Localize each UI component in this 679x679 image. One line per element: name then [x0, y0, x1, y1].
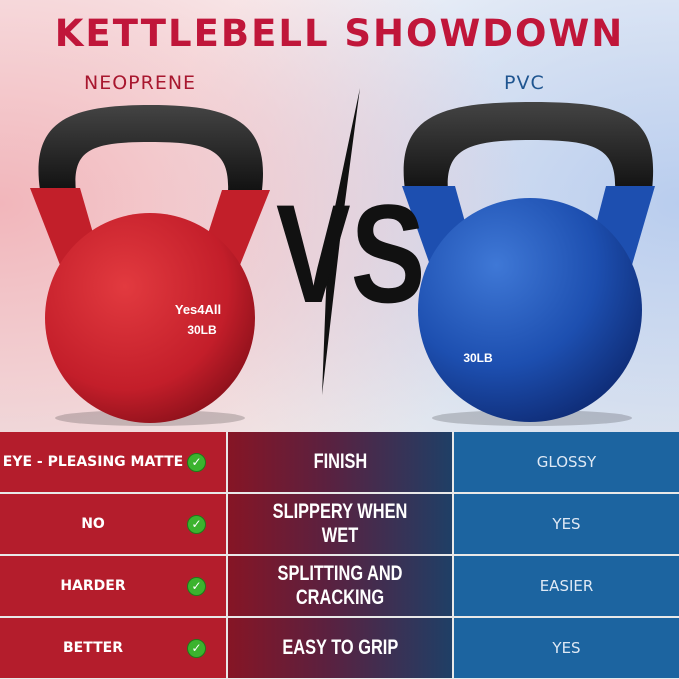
pvc-value: YES — [454, 494, 679, 554]
neoprene-kettlebell: Yes4All 30LB — [30, 105, 270, 423]
pvc-kettlebell: 30LB — [402, 102, 655, 422]
feature-label: FINISH — [228, 432, 452, 492]
page-title: KETTLEBELL SHOWDOWN — [54, 12, 625, 55]
neoprene-label: NEOPRENE — [84, 72, 197, 94]
neoprene-value-text: NO — [81, 515, 105, 532]
pvc-value: YES — [454, 618, 679, 678]
svg-text:VS: VS — [276, 175, 425, 332]
brand-logo: Yes4All — [175, 302, 221, 317]
pvc-value-text: YES — [552, 639, 581, 657]
check-circle-icon: ✓ — [187, 577, 206, 596]
feature-label-text: SLIPPERY WHEN WET — [272, 500, 408, 547]
check-circle-icon: ✓ — [187, 639, 206, 658]
neoprene-value-text: EYE - PLEASING MATTE — [2, 453, 184, 470]
kettlebell-illustration: Yes4All 30LB 30LB VS — [30, 88, 655, 426]
feature-label-text: FINISH — [313, 450, 367, 473]
check-circle-icon: ✓ — [187, 515, 206, 534]
table-row: HARDER ✓ SPLITTING AND CRACKING EASIER — [0, 556, 679, 616]
pvc-value-text: YES — [552, 515, 581, 533]
pvc-value-text: GLOSSY — [536, 453, 597, 471]
neoprene-value-text: HARDER — [60, 577, 126, 594]
feature-label-text: SPLITTING AND CRACKING — [277, 562, 403, 609]
check-circle-icon: ✓ — [187, 453, 206, 472]
table-row: NO ✓ SLIPPERY WHEN WET YES — [0, 494, 679, 554]
pvc-value-text: EASIER — [539, 577, 594, 595]
table-row: BETTER ✓ EASY TO GRIP YES — [0, 618, 679, 678]
feature-label-text: EASY TO GRIP — [282, 636, 398, 659]
comparison-table: EYE - PLEASING MATTE ✓ FINISH GLOSSY NO ✓… — [0, 432, 679, 679]
feature-label: SLIPPERY WHEN WET — [228, 494, 452, 554]
right-weight-label: 30LB — [463, 351, 493, 365]
pvc-value: EASIER — [454, 556, 679, 616]
left-weight-label: 30LB — [187, 323, 217, 337]
feature-label: SPLITTING AND CRACKING — [228, 556, 452, 616]
pvc-label: PVC — [504, 72, 545, 94]
feature-label: EASY TO GRIP — [228, 618, 452, 678]
neoprene-value-text: BETTER — [63, 639, 123, 656]
pvc-value: GLOSSY — [454, 432, 679, 492]
vs-mark: VS — [276, 88, 425, 395]
table-row: EYE - PLEASING MATTE ✓ FINISH GLOSSY — [0, 432, 679, 492]
